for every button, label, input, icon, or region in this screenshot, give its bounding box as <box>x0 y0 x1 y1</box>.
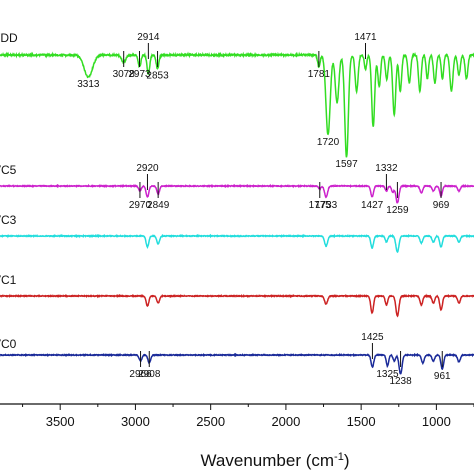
x-tick-label-1500: 1500 <box>347 414 376 429</box>
peak-label-3078: 3078 <box>113 69 136 80</box>
peak-label-2853: 2853 <box>146 71 169 82</box>
series-label-vc3: VC3 <box>0 213 17 227</box>
x-tick-label-1000: 1000 <box>422 414 451 429</box>
peak-label-961: 961 <box>434 371 451 382</box>
peak-label-1471: 1471 <box>354 32 377 43</box>
series-line-tdd <box>0 51 474 158</box>
x-tick-label-3000: 3000 <box>121 414 150 429</box>
series-line-vc1 <box>0 293 474 318</box>
x-axis-title: Wavenumber (cm-1) <box>201 451 350 470</box>
series-label-vc1: VC1 <box>0 273 17 287</box>
series-label-tdd: TDD <box>0 31 18 45</box>
peak-label-969: 969 <box>433 200 450 211</box>
x-tick-label-2000: 2000 <box>271 414 300 429</box>
peak-label-1733: 1733 <box>315 200 338 211</box>
peak-label-1781: 1781 <box>308 69 331 80</box>
peak-label-1775: 1775 <box>309 200 332 211</box>
series-vc1: VC1 <box>0 273 474 318</box>
peak-label-2920: 2920 <box>136 163 159 174</box>
peak-label-3313: 3313 <box>77 79 100 90</box>
peak-label-1325: 1325 <box>376 369 399 380</box>
series-label-vc5: VC5 <box>0 163 17 177</box>
series-vc3: VC3 <box>0 213 474 254</box>
peak-label-2970: 2970 <box>129 200 152 211</box>
series-line-vc5 <box>0 183 474 204</box>
peak-label-1597: 1597 <box>335 159 358 170</box>
series-label-vc0: VC0 <box>0 337 17 351</box>
series-line-vc0 <box>0 352 474 375</box>
peak-label-1259: 1259 <box>386 205 409 216</box>
peak-label-2849: 2849 <box>147 200 170 211</box>
x-tick-label-2500: 2500 <box>196 414 225 429</box>
peak-label-2908: 2908 <box>138 369 161 380</box>
peak-label-1720: 1720 <box>317 137 340 148</box>
x-axis: 3500 3000 2500 2000 1500 1000 <box>0 403 474 429</box>
peak-label-1425: 1425 <box>361 332 384 343</box>
peak-label-2973: 2973 <box>128 69 151 80</box>
x-tick-label-3500: 3500 <box>46 414 75 429</box>
peak-label-2914: 2914 <box>137 32 160 43</box>
series-line-vc3 <box>0 233 474 254</box>
peak-label-1238: 1238 <box>389 376 412 387</box>
peak-label-1427: 1427 <box>361 200 384 211</box>
peak-label-1332: 1332 <box>375 163 398 174</box>
peak-label-2966: 2966 <box>129 369 152 380</box>
